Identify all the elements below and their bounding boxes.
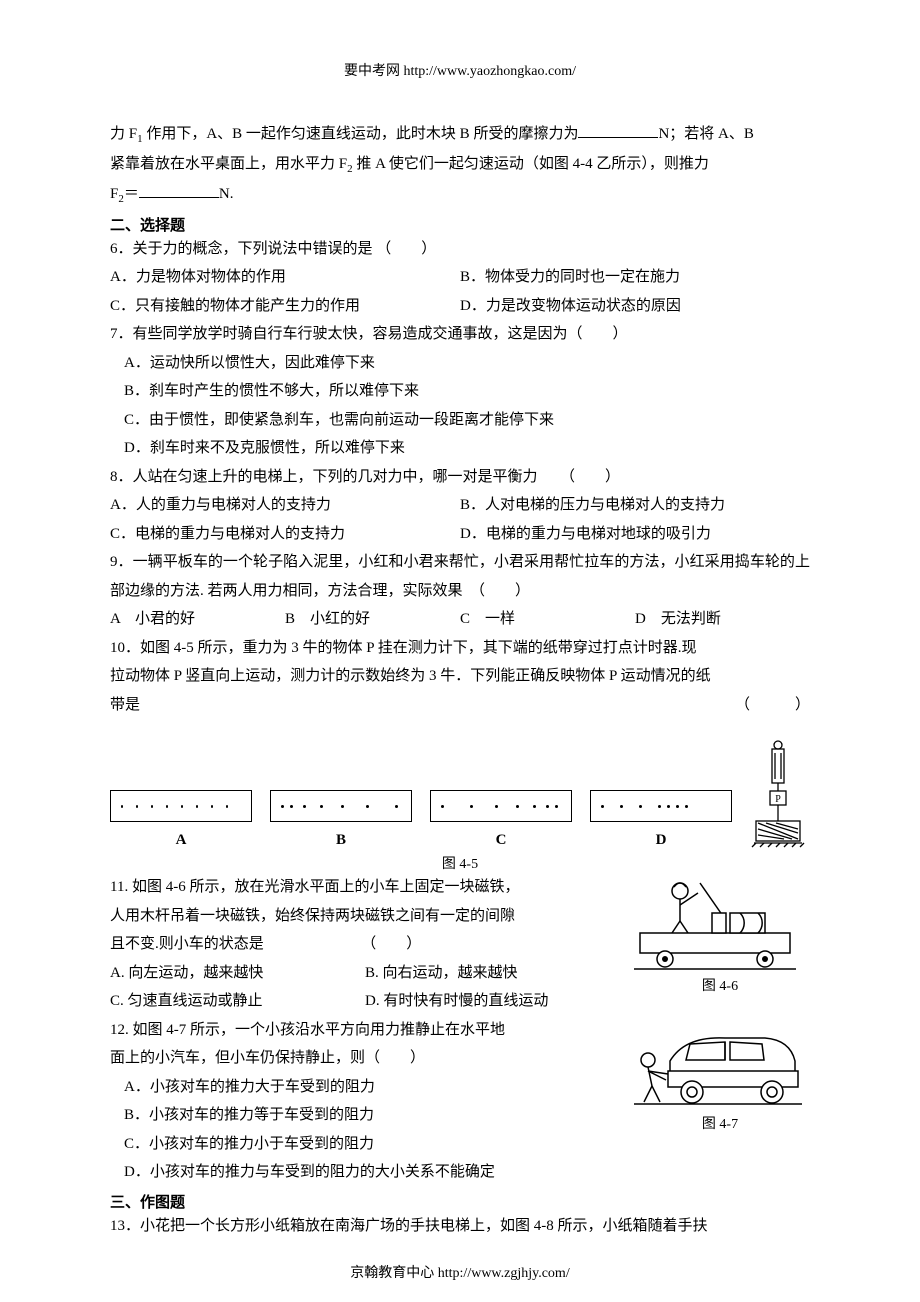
fig-4-7: 图 4-7 xyxy=(630,1016,810,1187)
q12-text: 12. 如图 4-7 所示，一个小孩沿水平方向用力推静止在水平地 面上的小汽车，… xyxy=(110,1016,620,1187)
q9-a: A 小君的好 xyxy=(110,605,285,634)
dots-d xyxy=(601,804,721,808)
q10-stem-c: 带是 xyxy=(110,691,140,720)
q11-a: A. 向左运动，越来越快 xyxy=(110,959,365,988)
intro-para: 力 F1 作用下，A、B 一起作匀速直线运动，此时木块 B 所受的摩擦力为N；若… xyxy=(110,120,810,210)
section-3-title: 三、作图题 xyxy=(110,1191,810,1212)
q12-stem-b: 面上的小汽车，但小车仍保持静止，则（ ） xyxy=(110,1044,620,1073)
q8-row2: C．电梯的重力与电梯对人的支持力 D．电梯的重力与电梯对地球的吸引力 xyxy=(110,520,810,549)
tape-a xyxy=(110,790,252,822)
intro-3c: N. xyxy=(219,186,234,202)
q11-row1: A. 向左运动，越来越快 B. 向右运动，越来越快 xyxy=(110,959,620,988)
intro-1a: 力 F xyxy=(110,126,137,142)
q8-row1: A．人的重力与电梯对人的支持力 B．人对电梯的压力与电梯对人的支持力 xyxy=(110,491,810,520)
q11-block: 11. 如图 4-6 所示，放在光滑水平面上的小车上固定一块磁铁， 人用木杆吊着… xyxy=(110,873,810,1016)
q6-row1: A．力是物体对物体的作用 B．物体受力的同时也一定在施力 xyxy=(110,263,810,292)
q12-stem-a: 12. 如图 4-7 所示，一个小孩沿水平方向用力推静止在水平地 xyxy=(110,1016,620,1045)
intro-2b: 推 A 使它们一起匀速运动（如图 4-4 乙所示），则推力 xyxy=(353,156,709,172)
tape-b-label: B xyxy=(270,832,412,849)
q6-a: A．力是物体对物体的作用 xyxy=(110,263,460,292)
q13-stem: 13．小花把一个长方形小纸箱放在南海广场的手扶电梯上，如图 4-8 所示，小纸箱… xyxy=(110,1212,810,1241)
intro-3b: ＝ xyxy=(124,186,139,202)
svg-text:P: P xyxy=(775,794,781,805)
q6-c: C．只有接触的物体才能产生力的作用 xyxy=(110,292,460,321)
q9-row: A 小君的好 B 小红的好 C 一样 D 无法判断 xyxy=(110,605,810,634)
q12-c: C．小孩对车的推力小于车受到的阻力 xyxy=(110,1130,620,1159)
q11-d: D. 有时快有时慢的直线运动 xyxy=(365,987,620,1016)
q6-d: D．力是改变物体运动状态的原因 xyxy=(460,292,810,321)
q7-b: B．刹车时产生的惯性不够大，所以难停下来 xyxy=(110,377,810,406)
q9-b: B 小红的好 xyxy=(285,605,460,634)
tape-c-wrap: C xyxy=(430,790,572,849)
tape-d-wrap: D xyxy=(590,790,732,849)
q12-b: B．小孩对车的推力等于车受到的阻力 xyxy=(110,1101,620,1130)
q11-c: C. 匀速直线运动或静止 xyxy=(110,987,365,1016)
blank-friction xyxy=(578,122,658,138)
tape-d-label: D xyxy=(590,832,732,849)
q7-stem: 7．有些同学放学时骑自行车行驶太快，容易造成交通事故，这是因为（ ） xyxy=(110,320,810,349)
q11-text: 11. 如图 4-6 所示，放在光滑水平面上的小车上固定一块磁铁， 人用木杆吊着… xyxy=(110,873,620,1016)
tape-b xyxy=(270,790,412,822)
tape-a-label: A xyxy=(110,832,252,849)
q8-a: A．人的重力与电梯对人的支持力 xyxy=(110,491,460,520)
fig-4-6: 图 4-6 xyxy=(630,873,810,1016)
intro-2a: 紧靠着放在水平桌面上，用水平力 F xyxy=(110,156,347,172)
q8-b: B．人对电梯的压力与电梯对人的支持力 xyxy=(460,491,810,520)
fig-4-5-row: A B C D xyxy=(110,739,810,849)
q12-d: D．小孩对车的推力与车受到的阻力的大小关系不能确定 xyxy=(110,1158,620,1187)
intro-1c: N；若将 A、B xyxy=(658,126,753,142)
q11-stem-b: 人用木杆吊着一块磁铁，始终保持两块磁铁之间有一定的间隙 xyxy=(110,902,620,931)
q9-d: D 无法判断 xyxy=(635,605,810,634)
q10-stem-b: 拉动物体 P 竖直向上运动，测力计的示数始终为 3 牛．下列能正确反映物体 P … xyxy=(110,662,810,691)
page-header: 要中考网 http://www.yaozhongkao.com/ xyxy=(110,60,810,80)
section-2-title: 二、选择题 xyxy=(110,214,810,235)
page: 要中考网 http://www.yaozhongkao.com/ 力 F1 作用… xyxy=(0,0,920,1302)
q9-stem: 9．一辆平板车的一个轮子陷入泥里，小红和小君来帮忙，小君采用帮忙拉车的方法，小红… xyxy=(110,548,810,605)
q6-row2: C．只有接触的物体才能产生力的作用 D．力是改变物体运动状态的原因 xyxy=(110,292,810,321)
dots-c xyxy=(441,804,561,808)
tape-c-label: C xyxy=(430,832,572,849)
fig-4-6-caption: 图 4-6 xyxy=(630,977,810,997)
q10-stem-c-row: 带是 （ ） xyxy=(110,691,810,720)
q10-stem-a: 10．如图 4-5 所示，重力为 3 牛的物体 P 挂在测力计下，其下端的纸带穿… xyxy=(110,634,810,663)
q12-block: 12. 如图 4-7 所示，一个小孩沿水平方向用力推静止在水平地 面上的小汽车，… xyxy=(110,1016,810,1187)
q9-c: C 一样 xyxy=(460,605,635,634)
page-footer: 京翰教育中心 http://www.zgjhjy.com/ xyxy=(0,1262,920,1282)
q11-stem-a: 11. 如图 4-6 所示，放在光滑水平面上的小车上固定一块磁铁， xyxy=(110,873,620,902)
tape-a-wrap: A xyxy=(110,790,252,849)
q6-b: B．物体受力的同时也一定在施力 xyxy=(460,263,810,292)
q11-b: B. 向右运动，越来越快 xyxy=(365,959,620,988)
q8-c: C．电梯的重力与电梯对人的支持力 xyxy=(110,520,460,549)
q7-c: C．由于惯性，即使紧急刹车，也需向前运动一段距离才能停下来 xyxy=(110,406,810,435)
fig-4-5-caption: 图 4-5 xyxy=(110,853,810,873)
q12-a: A．小孩对车的推力大于车受到的阻力 xyxy=(110,1073,620,1102)
fig-4-7-caption: 图 4-7 xyxy=(630,1115,810,1135)
q7-a: A．运动快所以惯性大，因此难停下来 xyxy=(110,349,810,378)
intro-1b: 作用下，A、B 一起作匀速直线运动，此时木块 B 所受的摩擦力为 xyxy=(143,126,579,142)
device-icon: P xyxy=(750,739,810,849)
tape-d xyxy=(590,790,732,822)
dots-b xyxy=(281,804,401,808)
q11-stem-c: 且不变.则小车的状态是 （ ） xyxy=(110,930,620,959)
q11-row2: C. 匀速直线运动或静止 D. 有时快有时慢的直线运动 xyxy=(110,987,620,1016)
dots-a xyxy=(121,804,241,808)
tape-c xyxy=(430,790,572,822)
q10-bracket: （ ） xyxy=(735,691,810,720)
q8-stem: 8．人站在匀速上升的电梯上，下列的几对力中，哪一对是平衡力 （ ） xyxy=(110,463,810,492)
q6-stem: 6．关于力的概念，下列说法中错误的是 （ ） xyxy=(110,235,810,264)
q8-d: D．电梯的重力与电梯对地球的吸引力 xyxy=(460,520,810,549)
q7-d: D．刹车时来不及克服惯性，所以难停下来 xyxy=(110,434,810,463)
blank-f2 xyxy=(139,182,219,198)
tape-b-wrap: B xyxy=(270,790,412,849)
